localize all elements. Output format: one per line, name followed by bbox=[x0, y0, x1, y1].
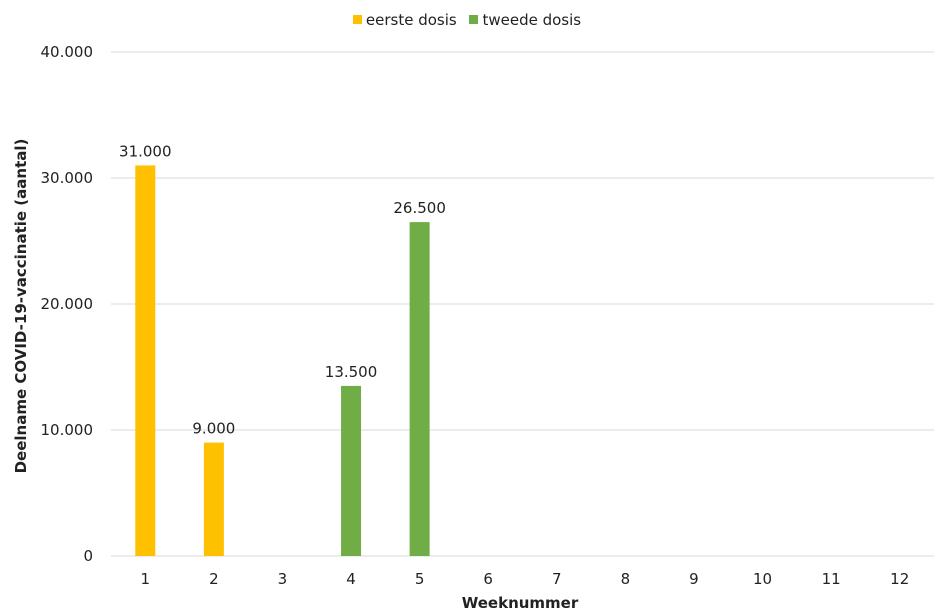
y-axis-title: Deelname COVID-19-vaccinatie (aantal) bbox=[12, 139, 30, 474]
x-tick-label: 1 bbox=[141, 570, 151, 588]
legend-label-tweede-dosis: tweede dosis bbox=[482, 10, 582, 29]
x-tick-label: 6 bbox=[483, 570, 493, 588]
x-tick-label: 4 bbox=[346, 570, 356, 588]
data-label: 13.500 bbox=[325, 363, 378, 381]
x-tick-label: 7 bbox=[552, 570, 562, 588]
bar-tweede-dosis bbox=[409, 222, 430, 556]
bars: 31.000 9.000 13.500 26.500 bbox=[119, 142, 446, 556]
x-tick-label: 9 bbox=[689, 570, 699, 588]
x-tick-label: 5 bbox=[415, 570, 425, 588]
data-label: 9.000 bbox=[192, 420, 235, 438]
bar-eerste-dosis bbox=[203, 442, 224, 556]
x-tick-label: 2 bbox=[209, 570, 219, 588]
x-axis-title: Weeknummer bbox=[462, 594, 579, 612]
bar-tweede-dosis bbox=[341, 385, 362, 556]
x-tick-label: 10 bbox=[753, 570, 772, 588]
data-label: 26.500 bbox=[393, 199, 446, 217]
x-tick-label: 11 bbox=[822, 570, 841, 588]
y-tick-label: 10.000 bbox=[41, 421, 94, 439]
gridlines bbox=[111, 51, 934, 431]
legend-item-tweede-dosis: tweede dosis bbox=[469, 11, 581, 29]
y-tick-label: 0 bbox=[83, 547, 93, 565]
legend-swatch-eerste-dosis bbox=[352, 15, 362, 24]
y-tick-label: 40.000 bbox=[41, 43, 94, 61]
x-tick-label: 12 bbox=[890, 570, 909, 588]
x-axis-ticks: 1 2 3 4 5 6 7 8 9 10 11 12 bbox=[141, 570, 910, 588]
bar-eerste-dosis bbox=[135, 165, 156, 556]
x-tick-label: 8 bbox=[621, 570, 631, 588]
chart-legend: eerste dosis tweede dosis bbox=[0, 10, 934, 29]
legend-item-eerste-dosis: eerste dosis bbox=[352, 10, 457, 29]
x-tick-label: 3 bbox=[278, 570, 288, 588]
y-tick-label: 20.000 bbox=[41, 295, 94, 313]
legend-label-eerste-dosis: eerste dosis bbox=[365, 10, 457, 29]
y-tick-label: 30.000 bbox=[41, 169, 94, 187]
y-axis-ticks: 0 10.000 20.000 30.000 40.000 bbox=[41, 43, 94, 565]
legend-swatch-tweede-dosis bbox=[469, 15, 479, 24]
data-label: 31.000 bbox=[119, 142, 172, 160]
